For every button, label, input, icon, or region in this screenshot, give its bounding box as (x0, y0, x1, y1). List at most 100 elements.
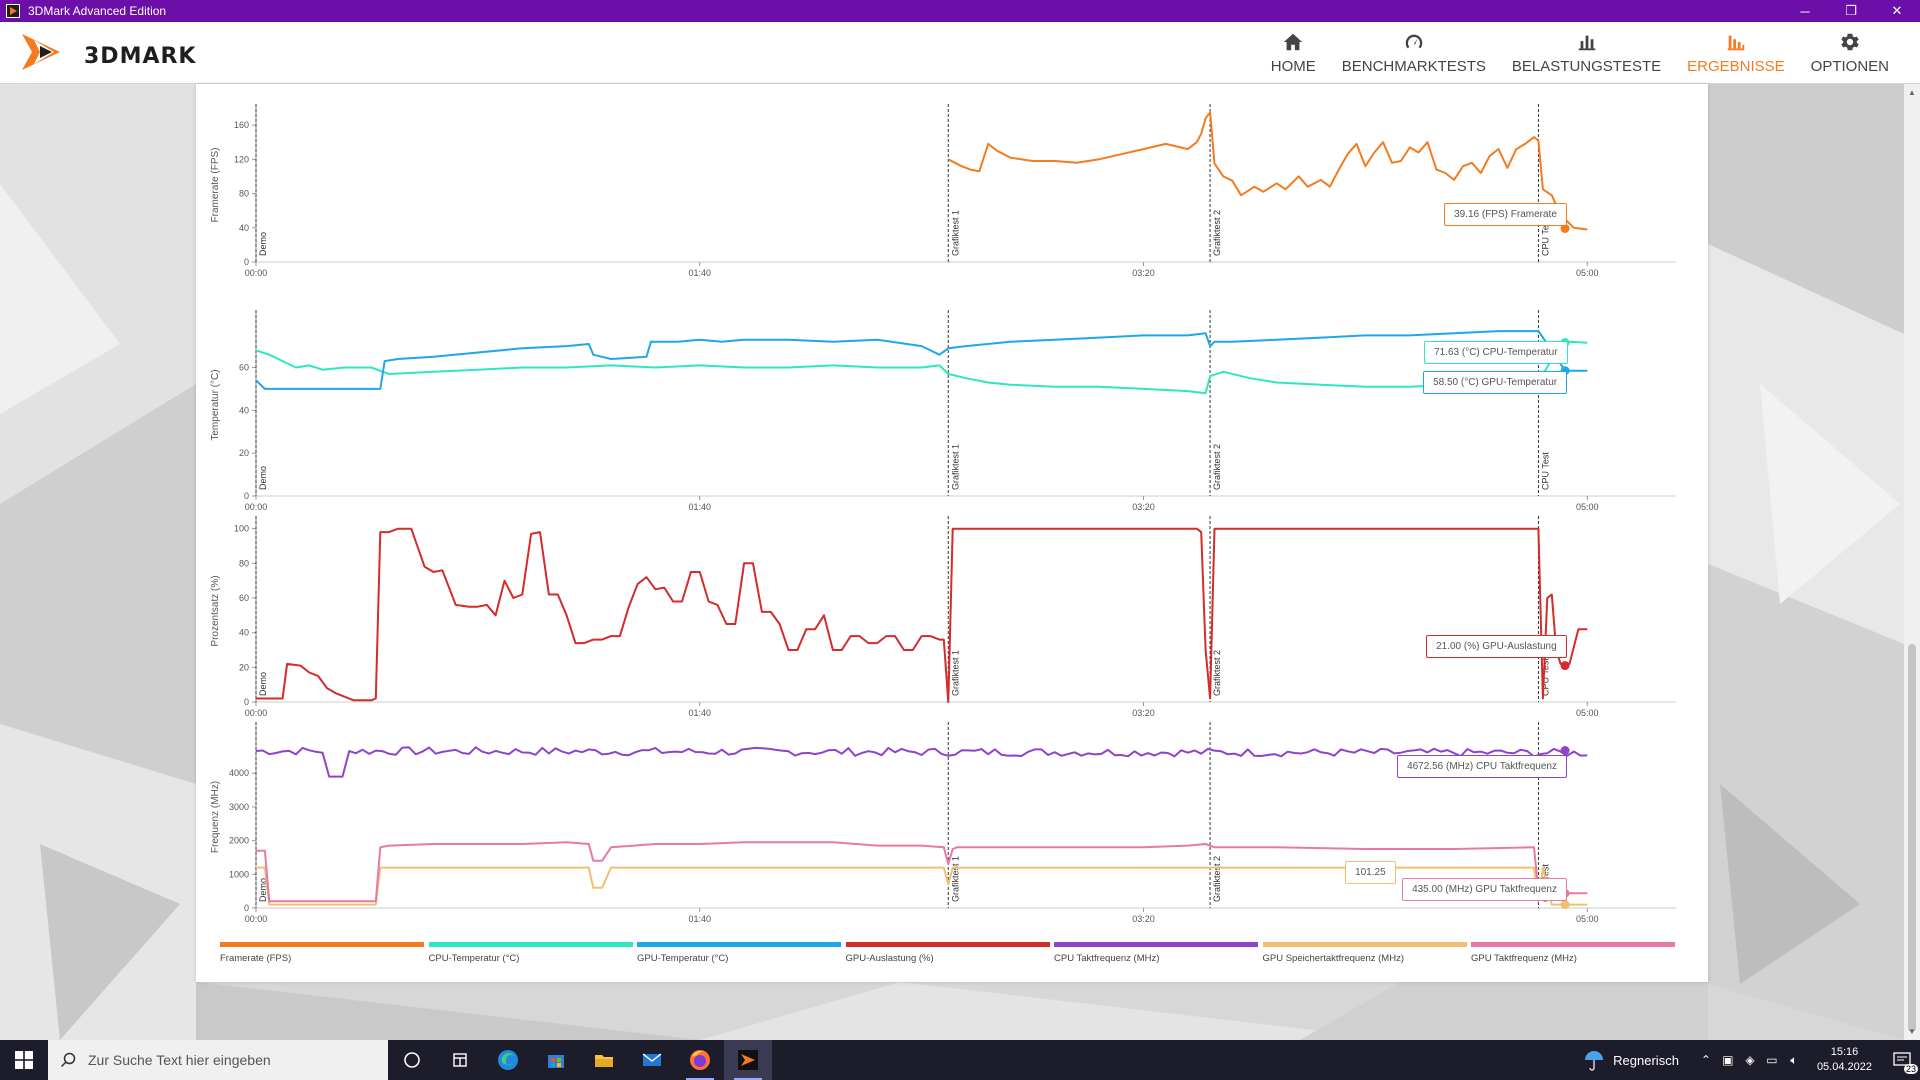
widgets-button[interactable] (436, 1040, 484, 1080)
scroll-thumb[interactable] (1908, 644, 1916, 1032)
nav-optionen-label: OPTIONEN (1810, 58, 1889, 75)
store-icon (548, 1055, 564, 1068)
series-line-framerate (947, 111, 1588, 231)
bar-chart-icon (1578, 35, 1595, 51)
explorer-button[interactable] (580, 1040, 628, 1080)
home-icon (1284, 33, 1303, 51)
test-marker-label: Grafiktest 1 (950, 210, 960, 256)
task-view-button[interactable] (388, 1040, 436, 1080)
shield-icon[interactable]: ◈ (1745, 1053, 1755, 1067)
umbrella-icon (1585, 1051, 1604, 1071)
taskbar-clock[interactable]: 15:16 05.04.2022 (1817, 1045, 1872, 1075)
x-tick-label: 03:20 (1132, 708, 1155, 718)
test-marker-label: Grafiktest 1 (950, 650, 960, 696)
mail-icon (642, 1053, 662, 1066)
test-marker-label: Demo (258, 672, 268, 696)
x-tick-label: 00:00 (245, 914, 268, 924)
nav-ergebnisse-label: ERGEBNISSE (1687, 58, 1785, 75)
chevron-up-icon[interactable]: ⌃ (1700, 1053, 1711, 1067)
scroll-up-icon[interactable]: ▲ (1908, 88, 1916, 97)
results-icon (1727, 35, 1745, 51)
nav-ergebnisse[interactable]: ERGEBNISSE (1674, 22, 1798, 84)
legend-item[interactable]: CPU-Temperatur (°C) (428, 942, 638, 972)
app-header: 3DMARK HOME BENCHMARKTESTS BELASTUNGSTES… (0, 22, 1920, 84)
legend-swatch (1262, 942, 1467, 947)
y-tick-label: 120 (234, 154, 249, 164)
x-tick-label: 05:00 (1576, 914, 1599, 924)
legend-swatch (637, 942, 841, 947)
notification-button[interactable]: 23 (1884, 1040, 1920, 1080)
legend-label: CPU Taktfrequenz (MHz) (1054, 953, 1160, 964)
store-button[interactable] (532, 1040, 580, 1080)
y-tick-label: 0 (244, 697, 249, 707)
y-tick-label: 0 (244, 257, 249, 267)
tooltip-cpu_clock: 4672.56 (MHz) CPU Taktfrequenz (1397, 754, 1567, 778)
nav-benchmarktests-label: BENCHMARKTESTS (1341, 58, 1486, 75)
tooltip-dot-cpu_clock (1560, 746, 1570, 756)
y-axis-label: Frequenz (MHz) (210, 781, 221, 853)
x-tick-label: 01:40 (688, 914, 711, 924)
monitoring-charts: Framerate (FPS) 0 40 80 120 160 00:00 01:40 03:2… (210, 104, 1676, 924)
maximize-button[interactable]: ❐ (1845, 3, 1857, 18)
network-icon[interactable]: ▭ (1766, 1053, 1778, 1067)
start-button[interactable] (0, 1040, 48, 1080)
windows-logo-icon (15, 1051, 33, 1069)
logo-text: 3DMARK (84, 44, 197, 69)
volume-icon[interactable]: 🔈︎ (1790, 1052, 1798, 1067)
window-title: 3DMark Advanced Edition (28, 4, 167, 18)
firefox-button[interactable] (676, 1040, 724, 1080)
nav-benchmarktests[interactable]: BENCHMARKTESTS (1329, 22, 1499, 84)
close-button[interactable]: ✕ (1891, 3, 1903, 18)
scroll-down-icon[interactable]: ▼ (1908, 1027, 1916, 1036)
nav-home[interactable]: HOME (1258, 22, 1329, 84)
test-marker-label: Grafiktest 2 (1212, 856, 1222, 902)
tooltip-gpu_load: 21.00 (%) GPU-Auslastung (1426, 634, 1567, 658)
polygon-background (0, 84, 1904, 1040)
test-marker-label: Grafiktest 1 (950, 444, 960, 490)
test-marker-label: Demo (258, 878, 268, 902)
y-tick-label: 100 (234, 524, 249, 534)
y-tick-label: 80 (239, 189, 249, 199)
edge-button[interactable] (484, 1040, 532, 1080)
nav-optionen[interactable]: OPTIONEN (1798, 22, 1902, 84)
taskbar-search[interactable]: Zur Suche Text hier eingeben (48, 1040, 388, 1080)
legend-swatch (1054, 942, 1258, 947)
y-tick-label: 20 (239, 448, 249, 458)
nav-belastungsteste[interactable]: BELASTUNGSTESTE (1499, 22, 1674, 84)
legend-swatch (428, 942, 633, 947)
y-tick-label: 4000 (229, 768, 249, 778)
mail-button[interactable] (628, 1040, 676, 1080)
legend-item[interactable]: Framerate (FPS) (220, 942, 429, 972)
legend-label: CPU-Temperatur (°C) (428, 953, 520, 964)
y-tick-label: 160 (234, 120, 249, 130)
notification-count: 23 (1903, 1064, 1918, 1074)
test-marker-label: Demo (258, 466, 268, 490)
legend-item[interactable]: GPU-Temperatur (°C) (637, 942, 846, 972)
legend-item[interactable]: GPU Speichertaktfrequenz (MHz) (1262, 942, 1472, 972)
y-tick-label: 0 (244, 903, 249, 913)
legend-label: GPU-Temperatur (°C) (637, 953, 729, 964)
weather-widget[interactable]: Regnerisch (1583, 1049, 1679, 1071)
page-scrollbar[interactable]: ▲ ▼ (1904, 84, 1920, 1040)
legend-item[interactable]: CPU Taktfrequenz (MHz) (1054, 942, 1263, 972)
x-tick-label: 01:40 (688, 502, 711, 512)
3dmark-logo[interactable]: 3DMARK (20, 30, 220, 74)
legend-item[interactable]: GPU-Auslastung (%) (845, 942, 1055, 972)
y-axis-label: Framerate (FPS) (210, 147, 221, 222)
device-icon[interactable]: ▣ (1722, 1053, 1734, 1067)
x-tick-label: 00:00 (245, 502, 268, 512)
y-tick-label: 40 (239, 223, 249, 233)
y-tick-label: 80 (239, 558, 249, 568)
x-tick-label: 01:40 (688, 708, 711, 718)
y-tick-label: 3000 (229, 802, 249, 812)
series-line-gpu_load (256, 527, 1588, 703)
3dmark-taskbar-button[interactable] (724, 1040, 772, 1080)
test-marker-label: Demo (258, 232, 268, 256)
x-tick-label: 00:00 (245, 268, 268, 278)
minimize-button[interactable]: ─ (1800, 3, 1810, 19)
legend-item[interactable]: GPU Taktfrequenz (MHz) (1471, 942, 1680, 972)
nav-home-label: HOME (1270, 58, 1316, 75)
logo-arrow-icon (22, 34, 60, 70)
firefox-icon (690, 1050, 710, 1070)
x-tick-label: 03:20 (1132, 502, 1155, 512)
